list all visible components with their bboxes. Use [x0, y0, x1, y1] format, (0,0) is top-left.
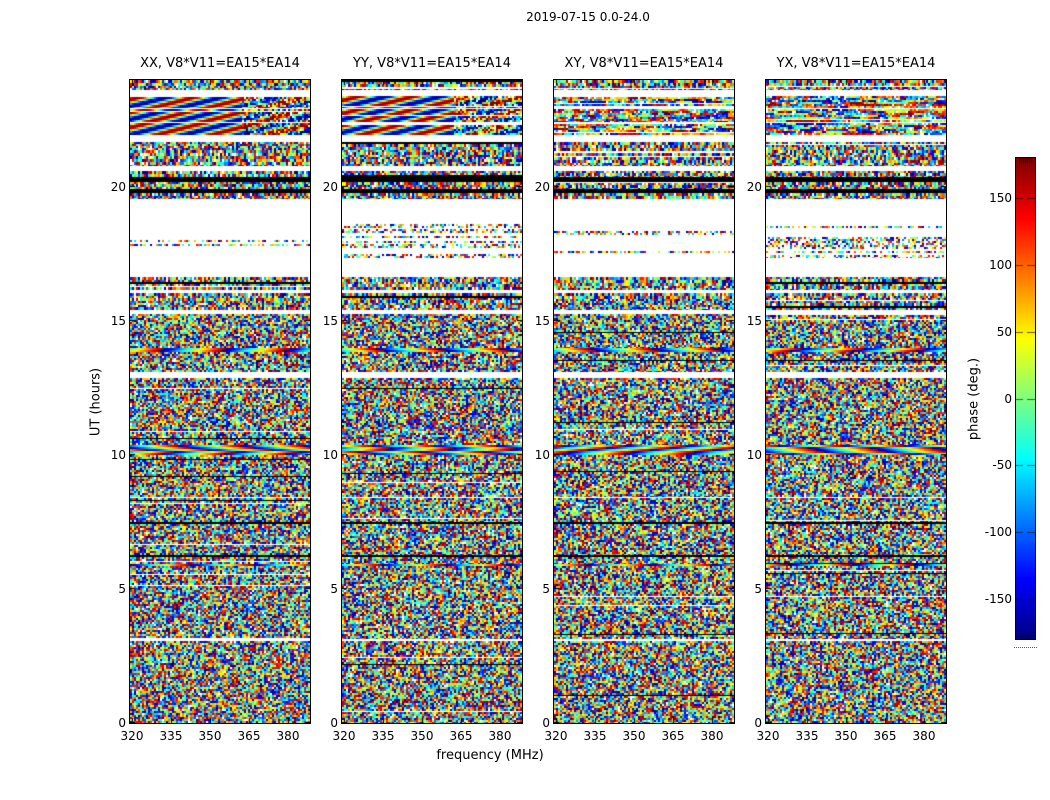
y-tick-label: 0: [542, 716, 550, 730]
x-tick-label: 350: [198, 729, 222, 743]
heatmap-panel-yy: [342, 80, 522, 723]
x-tick-label: 380: [488, 729, 512, 743]
y-tick-label: 10: [322, 448, 338, 463]
heatmap-panel-xy: [554, 80, 734, 723]
y-tick-label: 5: [330, 582, 338, 597]
x-tick-label: 320: [332, 729, 356, 743]
colorbar-underline-dots: [1014, 647, 1037, 648]
x-tick-label: 365: [237, 729, 261, 743]
x-tick-label: 335: [583, 729, 607, 743]
y-tick-label: 0: [330, 716, 338, 730]
x-tick-label: 350: [410, 729, 434, 743]
panel-title-xy: XY, V8*V11=EA15*EA14: [564, 56, 724, 71]
y-tick-label: 10: [110, 448, 126, 463]
colorbar-tick-label: -100: [984, 525, 1012, 540]
y-tick-label: 20: [746, 180, 762, 195]
x-tick-label: 350: [622, 729, 646, 743]
y-tick-label: 20: [322, 180, 338, 195]
x-tick-label: 365: [449, 729, 473, 743]
colorbar-frame: [1015, 157, 1036, 640]
x-tick-label: 380: [912, 729, 936, 743]
y-tick-label: 0: [118, 716, 126, 730]
x-tick-label: 320: [120, 729, 144, 743]
colorbar-tick-label: 100: [989, 257, 1012, 272]
y-tick-label: 20: [110, 180, 126, 195]
x-tick-label: 320: [544, 729, 568, 743]
y-tick-label: 15: [322, 314, 338, 329]
x-tick-label: 380: [276, 729, 300, 743]
x-tick-label: 350: [834, 729, 858, 743]
colorbar-tick-label: -150: [984, 591, 1012, 606]
x-tick-label: 380: [700, 729, 724, 743]
heatmap-panel-frame-yy: [341, 79, 523, 724]
x-axis-label: frequency (MHz): [436, 748, 544, 763]
y-tick-label: 5: [754, 582, 762, 597]
y-axis-label: UT (hours): [88, 367, 104, 436]
heatmap-panel-frame-yx: [765, 79, 947, 724]
y-tick-label: 20: [534, 180, 550, 195]
x-tick-label: 335: [159, 729, 183, 743]
colorbar-tick-label: -50: [992, 458, 1012, 473]
colorbar-tick-label: 50: [996, 324, 1012, 339]
heatmap-panel-frame-xy: [553, 79, 735, 724]
x-tick-label: 365: [873, 729, 897, 743]
y-tick-label: 0: [754, 716, 762, 730]
x-tick-label: 320: [756, 729, 780, 743]
figure-title: 2019-07-15 0.0-24.0: [526, 10, 650, 24]
panel-title-yx: YX, V8*V11=EA15*EA14: [776, 56, 936, 71]
heatmap-panel-xx: [130, 80, 310, 723]
y-tick-label: 15: [110, 314, 126, 329]
heatmap-panel-frame-xx: [129, 79, 311, 724]
panel-title-xx: XX, V8*V11=EA15*EA14: [140, 56, 300, 71]
colorbar-tick-label: 0: [1004, 391, 1012, 406]
y-tick-label: 15: [746, 314, 762, 329]
panel-title-yy: YY, V8*V11=EA15*EA14: [353, 56, 511, 71]
y-tick-label: 5: [542, 582, 550, 597]
y-tick-label: 10: [746, 448, 762, 463]
colorbar-tick-label: 150: [989, 191, 1012, 206]
y-tick-label: 5: [118, 582, 126, 597]
x-tick-label: 335: [371, 729, 395, 743]
colorbar: [1016, 158, 1035, 639]
heatmap-panel-yx: [766, 80, 946, 723]
x-tick-label: 365: [661, 729, 685, 743]
x-tick-label: 335: [795, 729, 819, 743]
y-tick-label: 15: [534, 314, 550, 329]
y-tick-label: 10: [534, 448, 550, 463]
